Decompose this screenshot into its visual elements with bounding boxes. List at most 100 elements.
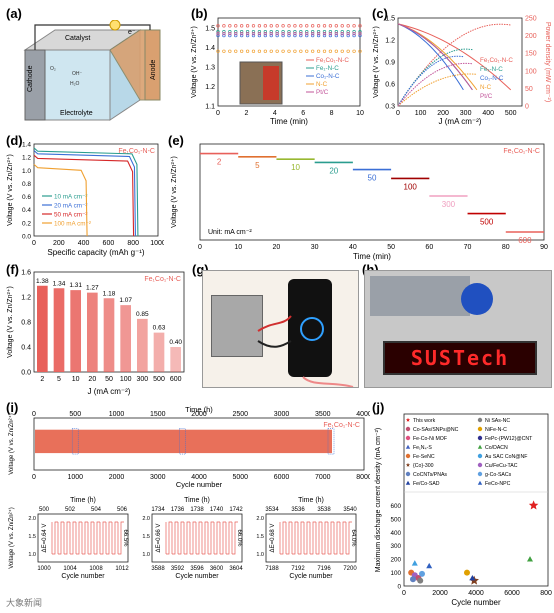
b-point — [263, 49, 267, 53]
panel-label-f: (f) — [6, 262, 19, 277]
j-marker-circle — [477, 453, 483, 459]
i-xtick: 5000 — [232, 474, 248, 481]
f-bar-label: 0.85 — [136, 311, 149, 318]
b-point — [346, 31, 350, 36]
b-point — [358, 33, 362, 38]
b-point — [334, 24, 338, 28]
i-xtick: 3000 — [150, 474, 166, 481]
b-point — [263, 31, 267, 36]
e-ylabel: Voltage (V vs. Zn/Zn²⁺) — [171, 156, 178, 228]
f-ytick: 0.8 — [21, 320, 31, 327]
i-zoom-eff: 64.0% — [350, 529, 356, 547]
e-segment-label: 100 — [404, 182, 418, 191]
e-segment-label: 10 — [291, 163, 300, 172]
led-sign-photo: SUSTech — [364, 270, 552, 388]
b-point — [311, 31, 315, 36]
b-point — [263, 30, 267, 34]
d-xtick: 1000 — [150, 240, 164, 247]
b-xtick: 6 — [301, 110, 305, 117]
i-title: Fe₁Co₁-N-C — [323, 422, 360, 429]
b-legend-label: Pt/C — [316, 89, 329, 96]
c-ytick: 1.2 — [385, 38, 395, 45]
c-legend-label: N-C — [480, 84, 492, 91]
b-point — [358, 30, 362, 34]
b-xtick: 0 — [216, 110, 220, 117]
j-ylabel: Maximum discharge current density (mA cm… — [375, 428, 382, 573]
b-point — [293, 24, 297, 28]
c-power-curve — [397, 55, 464, 107]
b-point — [216, 30, 220, 34]
panel-label-b: (b) — [191, 6, 208, 21]
i-ylabel: Voltage (V vs. Zn/Zn²⁺) — [8, 413, 15, 475]
j-marker-star — [405, 462, 411, 467]
f-bar — [120, 305, 131, 372]
d-curve — [33, 163, 88, 237]
b-ylabel: Voltage (V vs. Zn/Zn²⁺) — [191, 26, 198, 98]
b-point — [281, 31, 285, 36]
i-zoom-marker — [327, 428, 335, 455]
i-zoom-marker — [71, 428, 79, 455]
b-point — [234, 24, 238, 28]
j-legend-label: {Co}-300 — [413, 463, 434, 469]
c-voltage-curve — [397, 23, 464, 91]
d-ytick: 0.2 — [22, 220, 31, 227]
b-point — [269, 33, 273, 38]
j-marker-circle — [477, 426, 483, 432]
b-point — [346, 49, 350, 53]
b-point — [275, 30, 279, 34]
b-point — [334, 49, 338, 53]
i-zoom-x2tick: 1734 — [151, 507, 165, 513]
cathode-label: Cathode — [27, 65, 34, 92]
f-bar-label: 1.38 — [36, 278, 49, 285]
b-xtick: 4 — [273, 110, 277, 117]
d-curve — [33, 147, 139, 237]
c-xtick: 300 — [460, 110, 472, 117]
j-legend-label: g-Co-SACs — [485, 472, 512, 478]
d-legend-label: 10 mA cm⁻² — [54, 194, 87, 201]
i-zoom-ytick: 2.0 — [28, 516, 36, 522]
b-point — [251, 30, 256, 34]
b-point — [228, 24, 232, 28]
b-point — [299, 33, 303, 38]
d-xtick: 800 — [127, 240, 139, 247]
b-point — [240, 33, 244, 38]
c-legend-label: Fe₁Co₁-N-C — [480, 57, 513, 64]
f-bar — [137, 318, 148, 372]
j-xtick: 0 — [402, 590, 406, 597]
b-point — [340, 30, 344, 34]
j-ytick: 100 — [390, 570, 401, 577]
b-point — [299, 31, 303, 36]
f-bar — [87, 292, 98, 372]
f-bar-label: 1.18 — [103, 290, 116, 297]
b-point — [287, 31, 291, 36]
b-point — [334, 33, 338, 38]
i-x2tick: 0 — [32, 411, 36, 418]
b-point — [328, 30, 333, 34]
j-marker-circle — [405, 471, 411, 477]
cathode-plate — [24, 49, 46, 121]
b-legend-label: Co₁-N-C — [316, 73, 340, 80]
f-xtick: 20 — [88, 376, 96, 383]
i-zoom-dE: ΔE=0.68 V — [270, 524, 276, 553]
j-marker-circle — [477, 471, 483, 477]
i-zoom-x2label: Time (h) — [70, 497, 96, 504]
b-point — [216, 49, 220, 53]
b-legend-label: N-C — [316, 81, 328, 88]
e-xtick: 90 — [540, 244, 548, 251]
b-point — [251, 49, 256, 53]
b-point — [311, 30, 315, 34]
j-legend-label: CoCNTs/PNAs — [413, 472, 447, 478]
j-ytick: 0 — [397, 584, 401, 591]
i-zoom-eff: 66.5% — [122, 529, 128, 547]
j-ytick: 500 — [390, 516, 401, 523]
c-y2tick: 200 — [525, 33, 537, 40]
b-point — [281, 24, 285, 28]
j-xlabel: Cycle number — [451, 598, 501, 607]
b-point — [287, 30, 291, 34]
i-zoom-x2tick: 3538 — [317, 507, 331, 513]
j-ytick: 300 — [390, 543, 401, 550]
i-zoom-ytick: 1.5 — [256, 534, 264, 540]
i-zoom-ytick: 1.0 — [142, 552, 150, 558]
phone-icon — [288, 279, 332, 377]
b-point — [328, 24, 333, 28]
